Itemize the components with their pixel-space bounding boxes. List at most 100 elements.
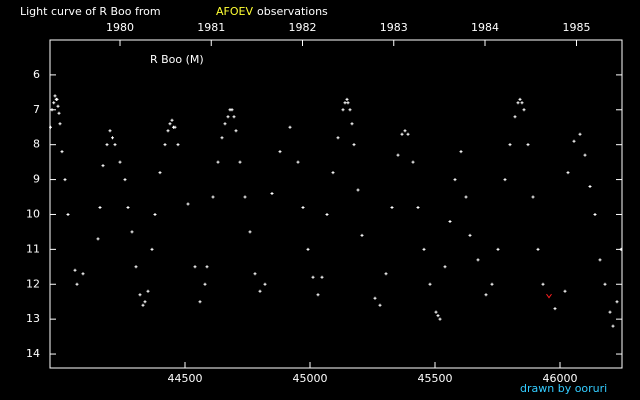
y-tick-label: 9	[33, 173, 40, 186]
data-point	[350, 122, 354, 126]
data-point	[146, 289, 150, 293]
data-point	[105, 143, 109, 147]
data-point	[615, 300, 619, 304]
x2-tick-label: 1981	[197, 21, 225, 34]
data-point	[553, 307, 557, 311]
data-point	[516, 101, 520, 105]
data-point	[248, 230, 252, 234]
data-point	[96, 237, 100, 241]
data-point	[296, 160, 300, 164]
data-point	[316, 293, 320, 297]
data-point	[205, 265, 209, 269]
plot-frame	[49, 39, 623, 369]
data-point	[448, 219, 452, 223]
data-point	[193, 265, 197, 269]
data-point	[288, 125, 292, 129]
data-point	[416, 205, 420, 209]
data-point	[53, 94, 57, 98]
data-point	[608, 310, 612, 314]
data-point	[234, 129, 238, 133]
data-point	[536, 247, 540, 251]
data-point	[341, 108, 345, 112]
data-point	[278, 150, 282, 154]
data-point	[443, 265, 447, 269]
data-point	[56, 104, 60, 108]
chart-title: Light curve of R Boo from	[20, 5, 161, 18]
data-point	[101, 164, 105, 168]
data-point	[436, 314, 440, 318]
x-tick-label: 44500	[168, 372, 203, 385]
data-point	[243, 195, 247, 199]
data-point	[593, 212, 597, 216]
data-point	[496, 247, 500, 251]
data-point	[598, 258, 602, 262]
data-point	[311, 275, 315, 279]
x2-tick-label: 1983	[380, 21, 408, 34]
data-point	[345, 97, 349, 101]
x2-tick-label: 1980	[106, 21, 134, 34]
data-point	[396, 153, 400, 157]
data-point	[111, 136, 114, 140]
data-point	[126, 205, 130, 209]
data-point	[138, 293, 142, 297]
data-point	[306, 247, 310, 251]
x2-tick-label: 1982	[289, 21, 317, 34]
data-point	[163, 143, 167, 147]
data-point	[153, 212, 157, 216]
data-point	[134, 265, 138, 269]
y-tick-label: 12	[26, 277, 40, 290]
data-point	[360, 233, 364, 237]
data-point	[406, 132, 410, 136]
data-point	[484, 293, 488, 297]
y-tick-label: 14	[26, 347, 40, 360]
data-point	[141, 303, 145, 307]
data-point	[230, 108, 234, 112]
data-point	[253, 272, 257, 276]
data-point	[503, 178, 507, 182]
data-point	[428, 282, 432, 286]
data-point	[301, 205, 305, 209]
data-point	[518, 97, 522, 101]
data-point	[438, 317, 442, 321]
data-point	[98, 205, 102, 209]
data-point	[331, 171, 335, 175]
data-point	[619, 247, 623, 251]
data-point	[566, 171, 570, 175]
data-point	[325, 212, 329, 216]
data-point	[336, 136, 340, 140]
chart-title-source: AFOEV	[216, 5, 253, 18]
data-point	[531, 195, 535, 199]
data-point	[143, 300, 147, 304]
y-tick-label: 6	[33, 68, 40, 81]
x2-tick-label: 1985	[563, 21, 591, 34]
data-point	[583, 153, 587, 157]
data-point	[572, 139, 576, 143]
x2-tick-label: 1984	[471, 21, 499, 34]
data-point	[490, 282, 494, 286]
data-point	[541, 282, 545, 286]
data-point	[123, 178, 127, 182]
data-point	[352, 143, 356, 147]
data-point	[400, 132, 404, 136]
legend-label: R Boo (M)	[150, 53, 204, 66]
data-point	[75, 282, 79, 286]
data-point	[603, 282, 607, 286]
data-point	[223, 122, 227, 126]
data-point	[57, 111, 61, 115]
data-point	[150, 247, 154, 251]
data-point	[173, 125, 177, 129]
data-point	[578, 132, 582, 136]
y-tick-label: 7	[33, 103, 40, 116]
data-point	[130, 230, 134, 234]
data-point	[58, 122, 62, 126]
data-point	[513, 115, 517, 119]
data-point	[384, 272, 388, 276]
x-tick-label: 45500	[418, 372, 453, 385]
data-point	[220, 136, 224, 140]
data-point	[216, 160, 220, 164]
data-point	[203, 282, 207, 286]
y-tick-label: 8	[33, 138, 40, 151]
data-point	[176, 143, 180, 147]
